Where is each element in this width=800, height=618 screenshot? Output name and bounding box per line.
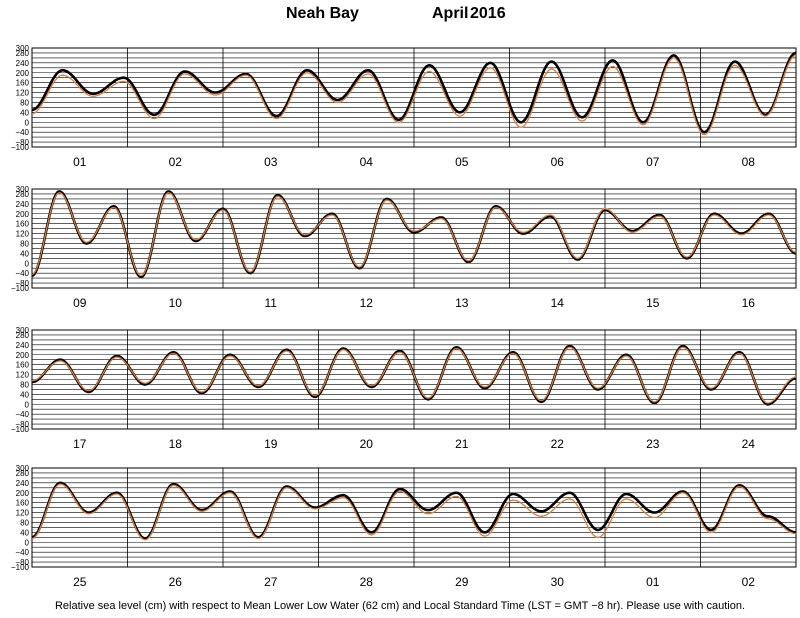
y-tick-label: 120 (16, 371, 30, 380)
y-tick-label: 280 (16, 469, 30, 478)
chart-title: Neah Bay April 2016 (0, 5, 800, 27)
y-tick-label: −80 (15, 420, 29, 429)
y-tick-label: 240 (16, 200, 30, 209)
y-tick-label: 40 (20, 390, 29, 399)
title-year: 2016 (470, 5, 506, 22)
day-label: 01 (646, 575, 660, 589)
y-tick-label: 200 (16, 489, 30, 498)
y-tick-label: 0 (25, 538, 30, 547)
panel-3: 17 18 19 20 21 22 23 2430028024020016012080400−… (11, 326, 797, 451)
day-label: 13 (455, 296, 469, 310)
y-tick-label: −100 (11, 284, 30, 293)
y-tick-label: 300 (16, 326, 30, 335)
series-predicted (31, 483, 797, 541)
y-tick-label: 300 (16, 185, 30, 194)
y-tick-label: 160 (16, 79, 30, 88)
panel-2: 09 10 11 12 13 14 15 1630028024020016012080400−… (11, 185, 797, 310)
series-observed (31, 51, 797, 134)
day-label: 20 (360, 437, 374, 451)
series-predicted (32, 346, 797, 404)
panel-1: 01 02 03 04 05 06 07 0830028024020016012080400−… (11, 44, 797, 169)
y-tick-label: 240 (16, 479, 30, 488)
day-label: 30 (551, 575, 565, 589)
day-label: 01 (73, 155, 87, 169)
y-tick-label: 0 (25, 118, 30, 127)
day-label: 02 (742, 575, 756, 589)
series-predicted (31, 192, 797, 277)
day-label: 04 (360, 155, 374, 169)
y-tick-label: 80 (20, 380, 29, 389)
y-tick-label: 40 (20, 528, 29, 537)
day-label: 08 (742, 155, 756, 169)
y-tick-label: −100 (11, 425, 30, 434)
day-label: 19 (264, 437, 278, 451)
y-tick-label: 300 (16, 464, 30, 473)
y-tick-label: 280 (16, 49, 30, 58)
footer-note: Relative sea level (cm) with respect to … (54, 600, 746, 612)
y-tick-label: 200 (16, 69, 30, 78)
y-tick-label: −80 (15, 558, 29, 567)
y-tick-label: 40 (20, 108, 29, 117)
y-tick-label: 0 (25, 259, 30, 268)
y-tick-label: 80 (20, 239, 29, 248)
y-tick-label: −40 (15, 410, 29, 419)
y-tick-label: 240 (16, 59, 30, 68)
y-tick-label: 120 (16, 89, 30, 98)
day-label: 26 (169, 575, 183, 589)
y-tick-label: 200 (16, 351, 30, 360)
y-tick-label: 200 (16, 210, 30, 219)
y-tick-label: 0 (25, 400, 30, 409)
day-label: 02 (169, 155, 183, 169)
y-tick-label: 120 (16, 509, 30, 518)
day-label: 06 (551, 155, 565, 169)
day-label: 29 (455, 575, 469, 589)
y-tick-label: 280 (16, 190, 30, 199)
day-label: 09 (73, 296, 87, 310)
series-predicted (31, 54, 797, 136)
day-label: 23 (646, 437, 660, 451)
y-tick-label: 160 (16, 361, 30, 370)
day-label: 18 (169, 437, 183, 451)
y-tick-label: 80 (20, 98, 29, 107)
day-label: 21 (455, 437, 469, 451)
y-tick-label: −40 (15, 269, 29, 278)
day-label: 27 (264, 575, 278, 589)
day-label: 03 (264, 155, 278, 169)
title-location: Neah Bay (286, 5, 359, 22)
day-label: 22 (551, 437, 565, 451)
day-label: 07 (646, 155, 660, 169)
y-tick-label: 120 (16, 230, 30, 239)
panel-4: 25 26 27 28 29 30 01 0230028024020016012080400−… (11, 464, 797, 589)
y-tick-label: −80 (15, 279, 29, 288)
day-label: 11 (265, 296, 278, 310)
day-label: 17 (73, 437, 87, 451)
y-tick-label: 300 (16, 44, 30, 53)
day-label: 28 (360, 575, 374, 589)
day-label: 25 (73, 575, 87, 589)
y-tick-label: 40 (20, 249, 29, 258)
title-month: April (432, 5, 469, 22)
day-label: 12 (360, 296, 374, 310)
day-label: 14 (551, 296, 565, 310)
y-tick-label: −100 (11, 143, 30, 152)
y-tick-label: 240 (16, 341, 30, 350)
y-tick-label: 80 (20, 518, 29, 527)
day-label: 24 (742, 437, 756, 451)
day-label: 10 (169, 296, 183, 310)
y-tick-label: 160 (16, 220, 30, 229)
y-tick-label: −40 (15, 128, 29, 137)
day-label: 05 (455, 155, 469, 169)
y-tick-label: −40 (15, 548, 29, 557)
day-label: 16 (742, 296, 756, 310)
y-tick-label: 160 (16, 499, 30, 508)
y-tick-label: −80 (15, 138, 29, 147)
y-tick-label: −100 (11, 563, 30, 572)
day-label: 15 (646, 296, 660, 310)
y-tick-label: 280 (16, 331, 30, 340)
